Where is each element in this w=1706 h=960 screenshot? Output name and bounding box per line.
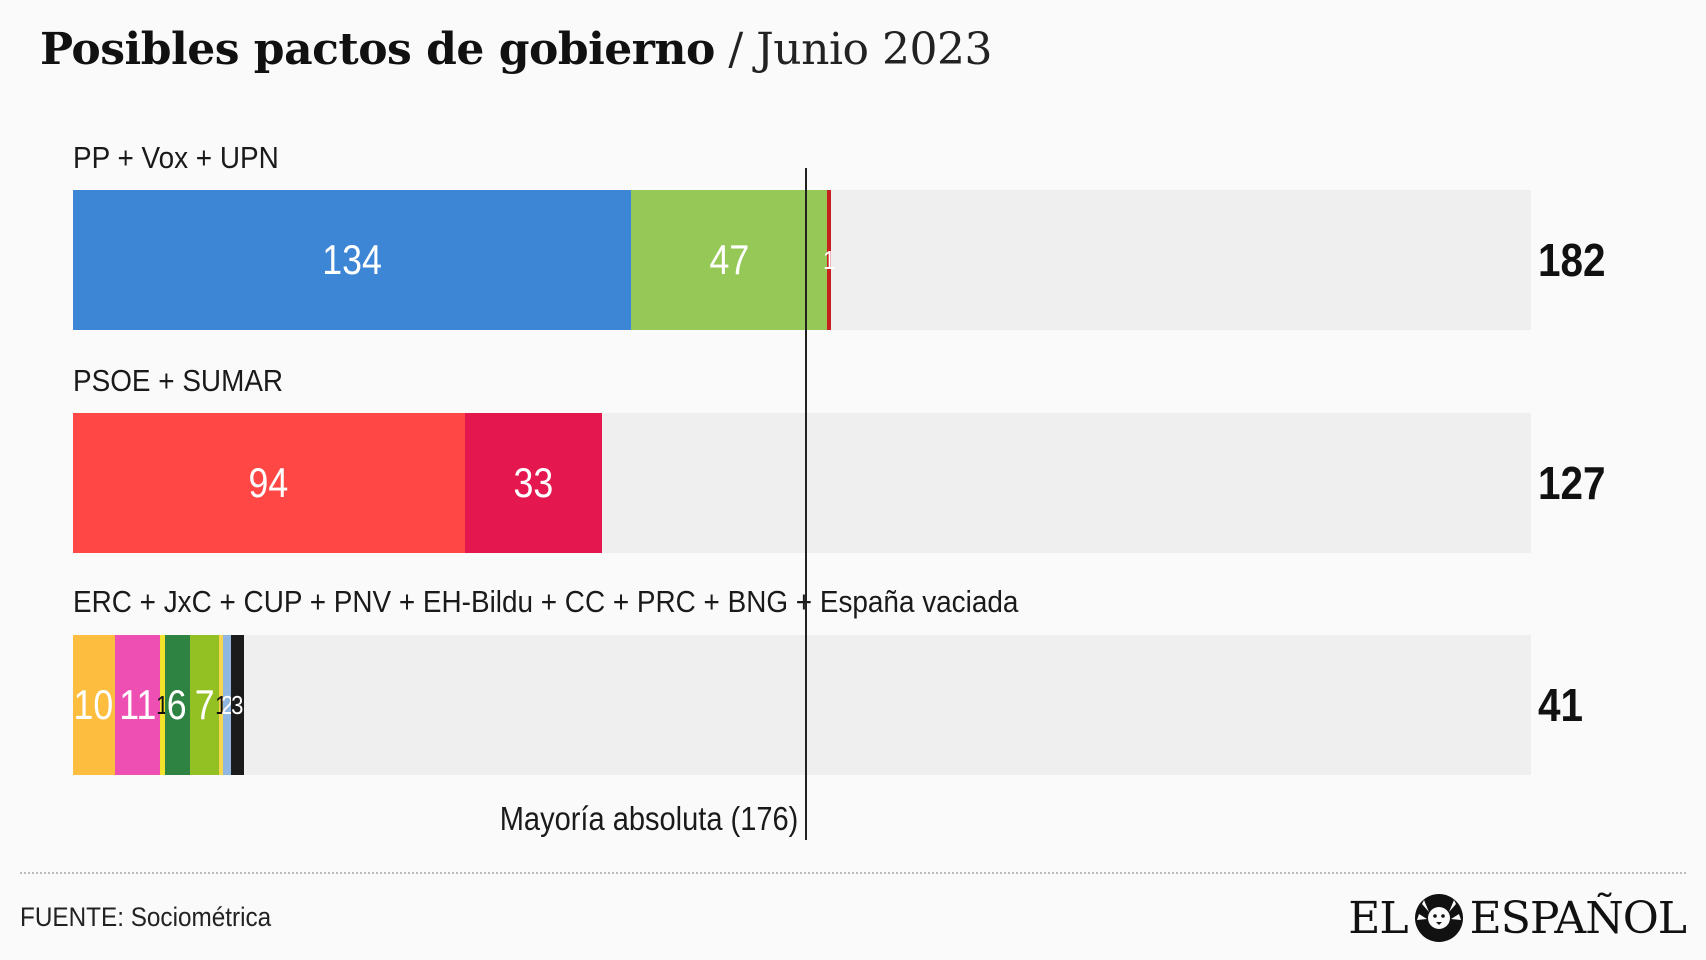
bar-segment: 6	[164, 635, 190, 775]
bar-segment: 10	[73, 635, 115, 775]
bar-value-label: 1	[822, 244, 836, 275]
bar-segment: 1	[823, 190, 835, 330]
chart-title-main: Posibles pactos de gobierno	[40, 24, 715, 75]
bar-track: 94 33	[73, 413, 1531, 553]
bar-value-label: 94	[248, 459, 289, 506]
chart-subtitle: Junio 2023	[756, 24, 992, 75]
bar-value-label: 47	[709, 236, 749, 283]
source-note: FUENTE: Sociométrica	[20, 902, 272, 932]
majority-line	[805, 168, 808, 840]
logo-text-left: EL	[1348, 892, 1408, 944]
bar-value-label: 11	[119, 681, 157, 728]
chart-title: Posibles pactos de gobierno / Junio 2023	[40, 24, 992, 75]
row-label: PSOE + SUMAR	[73, 363, 284, 398]
bar-segment: 94	[73, 413, 465, 553]
row-label: PP + Vox + UPN	[73, 140, 279, 175]
bar-value-label: 33	[513, 459, 554, 506]
bar-track: 134 47 1	[73, 190, 1531, 330]
row-total: 41	[1538, 679, 1584, 731]
row-total: 182	[1538, 234, 1606, 286]
el-espanol-logo[interactable]: EL ESPAÑOL	[1348, 890, 1687, 946]
row-total: 127	[1538, 457, 1606, 509]
bar-segment: 2	[220, 635, 234, 775]
bar-track: 10 11 1 6 7 1 2 3	[73, 635, 1531, 775]
logo-text-right: ESPAÑOL	[1469, 892, 1687, 944]
bar-value-label: 3	[231, 689, 244, 720]
footer-divider	[20, 872, 1686, 874]
lion-icon	[1414, 894, 1463, 942]
bar-value-label: 6	[167, 681, 188, 728]
bar-value-label: 2	[220, 689, 234, 720]
bar-segment: 33	[464, 413, 603, 553]
chart-title-separator: /	[728, 24, 743, 75]
majority-label: Mayoría absoluta (176)	[499, 800, 799, 837]
bar-segment: 7	[189, 635, 219, 775]
bar-value-label: 134	[322, 236, 382, 283]
bar-segment: 11	[114, 635, 161, 775]
bar-segment: 134	[73, 190, 632, 330]
bar-value-label: 10	[73, 681, 114, 728]
row-label: ERC + JxC + CUP + PNV + EH-Bildu + CC + …	[73, 584, 1019, 619]
bar-value-label: 7	[194, 681, 215, 728]
bar-segment: 3	[231, 635, 244, 775]
bar-segment: 47	[631, 190, 827, 330]
